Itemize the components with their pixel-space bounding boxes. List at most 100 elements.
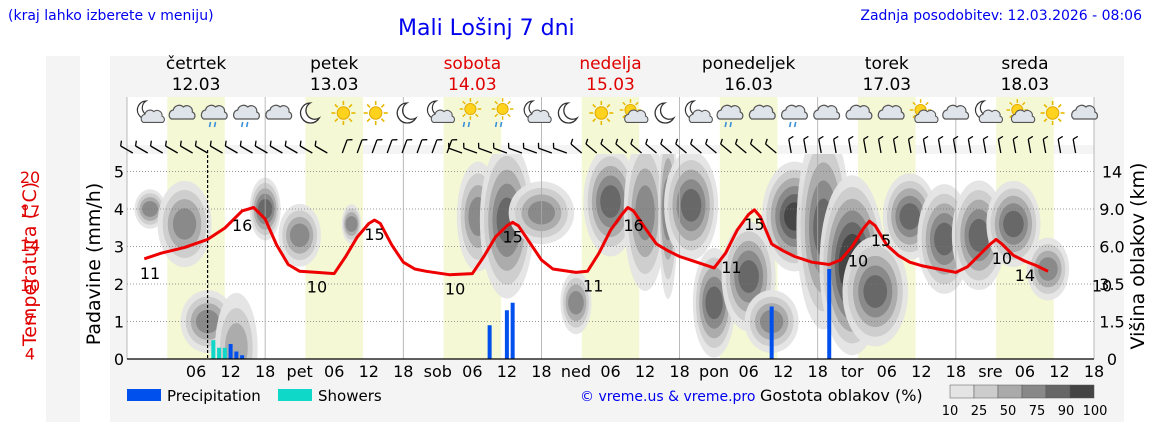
wind-barb-icon [1027, 135, 1034, 154]
wind-barb-feather [1072, 135, 1079, 140]
cloud-density-blob [289, 223, 310, 248]
wind-barb-staff [463, 147, 478, 154]
day-name: sobota [444, 54, 502, 74]
wind-barb-staff [356, 139, 363, 154]
wind-barb-staff [877, 139, 882, 154]
wind-barb-icon [833, 135, 839, 154]
wind-barb-icon [937, 135, 944, 154]
wind-barb-feather [923, 135, 929, 140]
wind-barb-icon [537, 142, 553, 154]
density-swatch [1045, 384, 1071, 399]
wind-barb-staff [675, 143, 687, 154]
wind-barb-icon [764, 138, 777, 154]
wind-barb-icon [1057, 135, 1064, 154]
wind-barb-staff [1012, 139, 1017, 154]
temp-value-label: 11 [140, 264, 160, 283]
temp-value-label: 11 [721, 258, 741, 277]
wind-barb-feather [788, 135, 794, 140]
wind-barb-staff [570, 143, 583, 154]
density-swatch [973, 384, 999, 399]
wind-barb-staff [523, 147, 538, 154]
x-tick-label: sre [978, 362, 1002, 381]
day-date: 17.03 [862, 75, 911, 95]
x-tick-label: 06 [600, 362, 620, 381]
wind-barb-staff [371, 139, 378, 154]
wind-barb-icon [299, 140, 313, 154]
density-level-label: 75 [1029, 404, 1046, 419]
x-tick-label: ned [561, 362, 591, 381]
wind-barb-icon [356, 139, 368, 154]
wind-barb-feather [537, 142, 540, 149]
wind-barb-feather [600, 138, 604, 145]
temp-value-label: 14 [1015, 266, 1035, 285]
density-swatch [1069, 384, 1095, 399]
wind-barb-staff [165, 145, 179, 154]
wind-barb-icon [416, 139, 428, 154]
density-level-label: 25 [971, 404, 988, 419]
wind-barb-feather [269, 140, 272, 147]
cloud-density-blob [600, 185, 621, 218]
wind-barb-icon [284, 140, 298, 154]
precip-bar [827, 269, 832, 359]
cloud-density-blob [863, 275, 888, 308]
cloud-density-blob [142, 201, 158, 217]
wind-barb-feather [585, 138, 589, 145]
day-date: 15.03 [586, 75, 635, 95]
wind-barb-staff [269, 145, 283, 154]
wind-barb-staff [1042, 139, 1047, 154]
wind-barb-icon [164, 140, 179, 154]
wind-barb-icon [892, 135, 899, 154]
wind-barb-icon [194, 140, 208, 154]
wind-barb-feather [953, 135, 959, 140]
x-tick-label: 06 [738, 362, 758, 381]
density-level-label: 100 [1083, 404, 1108, 419]
wind-barb-feather [645, 138, 649, 145]
sun-icon [330, 100, 357, 126]
wind-barbs-row [120, 135, 1079, 154]
wind-barb-feather [1042, 135, 1049, 140]
x-tick-label: 06 [462, 362, 482, 381]
x-tick-label: 18 [255, 362, 275, 381]
wind-barb-icon [615, 138, 628, 154]
temp-value-label: 10 [445, 280, 465, 299]
wind-barb-staff [135, 145, 149, 154]
cloud-density-title: Gostota oblakov (%) [760, 386, 923, 405]
wind-barb-icon [522, 142, 538, 154]
precip-bar [769, 306, 774, 359]
wind-barb-staff [225, 145, 238, 154]
wind-barb-feather [848, 135, 854, 140]
wind-barb-feather [938, 135, 944, 140]
wind-barb-feather [284, 140, 287, 147]
cloud-density-blob [1003, 210, 1024, 238]
temp-value-label: 15 [871, 231, 891, 250]
wind-barb-feather [1012, 135, 1019, 140]
precip-tick-label: 4 [114, 200, 124, 219]
density-swatch [997, 384, 1023, 399]
wind-barb-staff [508, 147, 523, 154]
wind-barb-staff [922, 139, 927, 154]
wind-barb-staff [493, 147, 508, 154]
wind-barb-icon [1042, 135, 1049, 154]
location-hint[interactable]: (kraj lahko izberete v meniju) [8, 8, 214, 24]
wind-barb-staff [416, 139, 423, 154]
wind-barb-staff [788, 139, 792, 154]
wind-barb-feather [803, 135, 809, 140]
x-tick-label: pet [287, 362, 313, 381]
day-date: 14.03 [448, 75, 497, 95]
wind-barb-icon [341, 139, 353, 154]
density-swatch [1021, 384, 1047, 399]
temp-tick-label: 10 [20, 276, 40, 295]
sun-part [491, 97, 515, 121]
sun-icon [362, 100, 389, 126]
wind-barb-feather [149, 140, 152, 147]
wind-barb-icon [431, 139, 443, 154]
wind-barb-icon [269, 140, 283, 154]
wind-barb-icon [952, 135, 959, 154]
wind-barb-feather [893, 135, 899, 140]
wind-barb-feather [998, 135, 1004, 140]
wind-barb-icon [803, 135, 809, 154]
cloud-density-blob [680, 188, 702, 222]
wind-barb-icon [492, 142, 508, 154]
wind-barb-icon [907, 135, 914, 154]
sun-part [1039, 100, 1066, 126]
